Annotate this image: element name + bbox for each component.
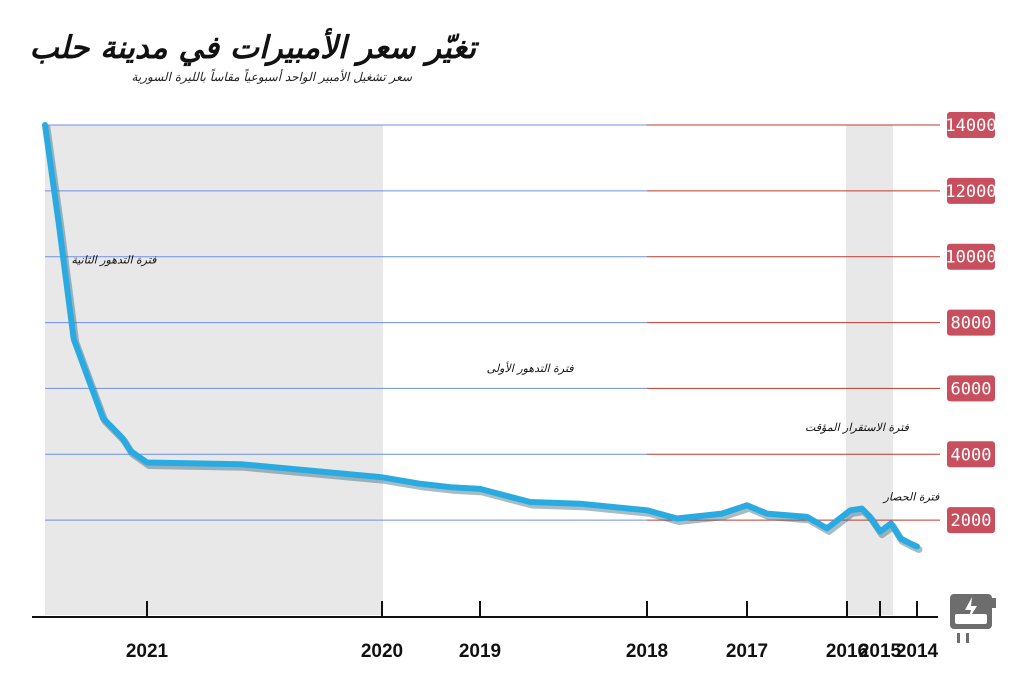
period-band [45, 125, 383, 615]
y-tick-label: 2000 [951, 511, 992, 531]
x-tick-label: 2015 [859, 641, 902, 662]
meter-leg [966, 633, 969, 643]
period-annotation: فترة التدهور الأولى [487, 361, 575, 375]
y-tick-box [947, 177, 995, 204]
y-tick-box [947, 441, 995, 468]
y-tick-label: 12000 [945, 182, 996, 202]
chart-subtitle: سعر تشغيل الأمبير الواحد أسبوعياً مقاساً… [131, 70, 412, 84]
period-band [846, 125, 893, 615]
y-tick-box [947, 507, 995, 534]
period-band [382, 125, 647, 615]
period-annotation: فترة الحصار [882, 490, 940, 503]
chart-title: تغيّر سعر الأمبيرات في مدينة حلب [29, 30, 476, 66]
y-tick-label: 10000 [945, 248, 996, 268]
x-tick-label: 2021 [126, 641, 169, 662]
y-tick-box [947, 375, 995, 402]
meter-side [992, 598, 996, 608]
y-tick-label: 6000 [951, 379, 992, 399]
period-band [647, 125, 846, 615]
period-annotation: فترة الاستقرار المؤقت [805, 421, 910, 434]
power-meter-icon [950, 594, 996, 643]
bolt-glyph [965, 597, 977, 620]
x-tick-label: 2019 [459, 641, 501, 662]
x-tick-label: 2016 [826, 641, 868, 662]
y-tick-label: 8000 [951, 314, 992, 334]
x-tick-label: 2020 [361, 641, 403, 662]
y-tick-label: 4000 [951, 445, 992, 465]
x-tick-label: 2017 [726, 641, 768, 662]
series-line [42, 122, 920, 550]
period-annotation: فترة التدهور الثانية [71, 253, 157, 266]
y-tick-box [947, 112, 995, 138]
meter-display [955, 614, 987, 624]
y-tick-box [947, 243, 995, 270]
y-tick-box [947, 309, 995, 336]
meter-leg [957, 633, 960, 643]
y-tick-label: 14000 [945, 116, 996, 136]
x-tick-label: 2018 [626, 641, 668, 662]
x-tick-label: 2014 [896, 641, 939, 662]
